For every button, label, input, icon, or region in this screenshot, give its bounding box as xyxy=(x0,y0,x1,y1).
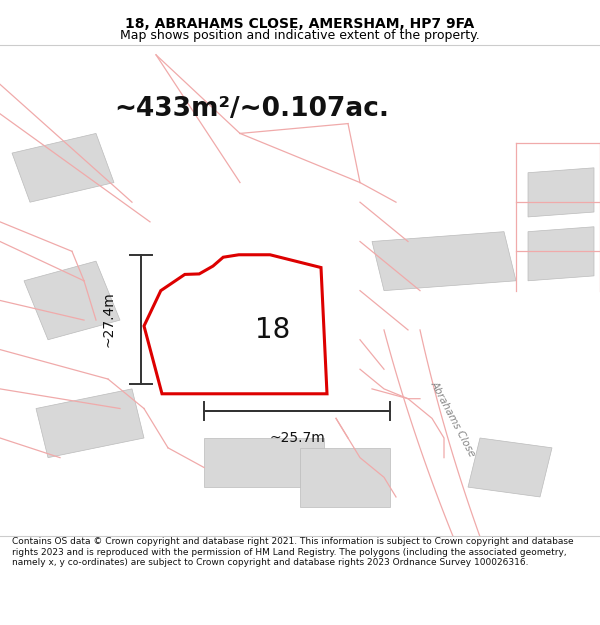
Text: Map shows position and indicative extent of the property.: Map shows position and indicative extent… xyxy=(120,29,480,42)
Text: ~25.7m: ~25.7m xyxy=(269,431,325,445)
Polygon shape xyxy=(24,261,120,340)
Text: 18, ABRAHAMS CLOSE, AMERSHAM, HP7 9FA: 18, ABRAHAMS CLOSE, AMERSHAM, HP7 9FA xyxy=(125,17,475,31)
Polygon shape xyxy=(12,133,114,202)
Polygon shape xyxy=(300,448,390,507)
Polygon shape xyxy=(528,227,594,281)
Text: Contains OS data © Crown copyright and database right 2021. This information is : Contains OS data © Crown copyright and d… xyxy=(12,538,574,568)
Polygon shape xyxy=(204,438,324,487)
Polygon shape xyxy=(468,438,552,497)
Text: ~27.4m: ~27.4m xyxy=(101,292,115,348)
Polygon shape xyxy=(36,389,144,458)
Text: 18: 18 xyxy=(256,316,290,344)
Polygon shape xyxy=(219,342,315,384)
Polygon shape xyxy=(372,232,516,291)
Text: Abrahams Close: Abrahams Close xyxy=(429,379,477,458)
Polygon shape xyxy=(528,168,594,217)
Text: ~433m²/~0.107ac.: ~433m²/~0.107ac. xyxy=(115,96,389,122)
Polygon shape xyxy=(144,255,327,394)
